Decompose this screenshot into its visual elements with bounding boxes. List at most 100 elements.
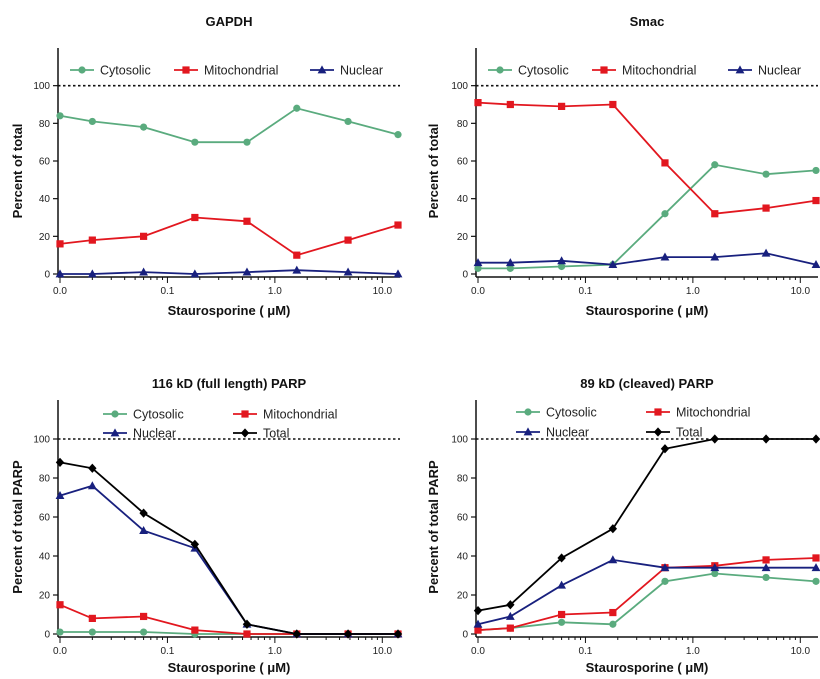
data-point-nuclear bbox=[190, 269, 200, 278]
series-line-mitochondrial bbox=[477, 101, 817, 215]
data-point-cytosolic bbox=[506, 264, 514, 272]
data-point-nuclear bbox=[557, 256, 566, 265]
data-point-cytosolic bbox=[474, 264, 482, 272]
legend-marker-mitochondrial bbox=[241, 410, 249, 418]
legend-marker-cytosolic bbox=[524, 408, 532, 416]
legend-marker-mitochondrial bbox=[182, 66, 190, 74]
data-point-mitochondrial bbox=[557, 102, 566, 110]
data-point-cytosolic bbox=[56, 112, 64, 120]
chart-title: GAPDH bbox=[206, 14, 253, 29]
legend-marker-nuclear bbox=[317, 65, 327, 74]
data-point-nuclear bbox=[87, 481, 97, 490]
data-point-mitochondrial bbox=[88, 236, 96, 244]
data-point-nuclear bbox=[139, 526, 148, 535]
legend-label-nuclear: Nuclear bbox=[133, 427, 176, 441]
data-point-mitochondrial bbox=[557, 610, 566, 619]
legend-label-mitochondrial: Mitochondrial bbox=[622, 64, 696, 78]
x-tick-label: 0.1 bbox=[160, 646, 174, 657]
x-axis-label: Staurosporine ( μM) bbox=[586, 303, 709, 318]
data-point-mitochondrial bbox=[293, 251, 301, 259]
data-point-mitochondrial bbox=[762, 204, 770, 212]
y-axis-label: Percent of total bbox=[426, 124, 441, 219]
y-tick-label: 20 bbox=[39, 232, 51, 243]
data-point-cytosolic bbox=[293, 104, 301, 112]
data-point-cytosolic bbox=[191, 138, 199, 146]
legend-marker-mitochondrial bbox=[600, 66, 608, 74]
data-point-mitochondrial bbox=[506, 624, 514, 632]
x-tick-label: 1.0 bbox=[686, 286, 700, 297]
legend-marker-total bbox=[653, 427, 663, 437]
data-point-mitochondrial bbox=[56, 240, 64, 248]
data-point-cytosolic bbox=[661, 577, 669, 585]
chart-title: 89 kD (cleaved) PARP bbox=[580, 376, 714, 391]
data-point-nuclear bbox=[139, 267, 148, 276]
x-tick-label: 0.0 bbox=[53, 646, 67, 657]
data-point-mitochondrial bbox=[474, 626, 482, 634]
x-tick-label: 10.0 bbox=[791, 286, 811, 297]
data-point-mitochondrial bbox=[88, 614, 96, 622]
data-point-mitochondrial bbox=[711, 210, 719, 218]
x-tick-label: 0.0 bbox=[53, 286, 67, 297]
data-point-cytosolic bbox=[88, 628, 96, 636]
data-point-nuclear bbox=[608, 555, 618, 564]
data-point-cytosolic bbox=[812, 577, 820, 585]
y-tick-label: 20 bbox=[457, 232, 469, 243]
data-point-nuclear bbox=[761, 563, 771, 572]
data-point-cytosolic bbox=[812, 166, 820, 175]
y-tick-label: 20 bbox=[457, 591, 469, 602]
data-point-total bbox=[557, 553, 566, 563]
y-tick-label: 80 bbox=[457, 474, 469, 485]
legend-label-cytosolic: Cytosolic bbox=[546, 406, 597, 420]
data-point-total bbox=[506, 600, 515, 610]
data-point-cytosolic bbox=[609, 620, 617, 628]
y-tick-label: 60 bbox=[39, 157, 51, 168]
data-point-total bbox=[292, 629, 301, 639]
data-point-nuclear bbox=[660, 563, 670, 572]
y-tick-label: 0 bbox=[44, 270, 50, 281]
x-tick-label: 0.0 bbox=[471, 286, 485, 297]
data-point-nuclear bbox=[343, 267, 353, 276]
data-point-mitochondrial bbox=[243, 217, 251, 225]
legend-marker-nuclear bbox=[523, 427, 533, 436]
data-point-mitochondrial bbox=[506, 100, 514, 109]
data-point-total bbox=[473, 606, 483, 616]
legend-label-nuclear: Nuclear bbox=[340, 64, 383, 78]
y-axis-label: Percent of total bbox=[10, 124, 25, 219]
panel-1: GAPDH 0 20 40 60 80 100 0.0 0.1 1.0 10.0 Staurospor… bbox=[10, 14, 403, 318]
x-tick-label: 0.1 bbox=[160, 286, 174, 297]
y-tick-label: 40 bbox=[457, 194, 469, 205]
data-point-nuclear bbox=[473, 619, 483, 628]
y-axis-label: Percent of total PARP bbox=[10, 460, 25, 594]
x-tick-label: 0.1 bbox=[578, 286, 592, 297]
data-point-nuclear bbox=[393, 269, 403, 278]
x-tick-label: 10.0 bbox=[373, 286, 393, 297]
legend-marker-nuclear bbox=[735, 65, 745, 74]
data-point-nuclear bbox=[811, 259, 820, 268]
data-point-total bbox=[660, 444, 670, 454]
x-tick-label: 1.0 bbox=[686, 646, 700, 657]
legend-marker-cytosolic bbox=[78, 66, 86, 74]
y-tick-label: 40 bbox=[457, 552, 469, 563]
data-point-mitochondrial bbox=[661, 159, 669, 167]
data-point-total bbox=[343, 629, 353, 639]
data-point-nuclear bbox=[242, 267, 252, 276]
legend-label-cytosolic: Cytosolic bbox=[518, 64, 569, 78]
data-point-cytosolic bbox=[139, 123, 148, 131]
series-line-cytosolic bbox=[477, 572, 817, 631]
data-point-nuclear bbox=[660, 252, 670, 261]
data-point-total bbox=[811, 434, 820, 444]
y-tick-label: 100 bbox=[451, 81, 468, 92]
data-point-mitochondrial bbox=[344, 236, 352, 244]
x-axis-label: Staurosporine ( μM) bbox=[168, 660, 291, 675]
x-tick-label: 1.0 bbox=[268, 646, 282, 657]
y-tick-label: 0 bbox=[462, 630, 468, 641]
data-point-mitochondrial bbox=[812, 554, 820, 562]
data-point-mitochondrial bbox=[762, 556, 770, 564]
data-point-nuclear bbox=[811, 563, 820, 572]
series-line-cytosolic bbox=[59, 107, 399, 144]
x-axis-label: Staurosporine ( μM) bbox=[168, 303, 291, 318]
legend-marker-mitochondrial bbox=[654, 408, 662, 416]
legend-label-mitochondrial: Mitochondrial bbox=[204, 64, 278, 78]
y-tick-label: 80 bbox=[39, 119, 51, 130]
data-point-mitochondrial bbox=[191, 213, 199, 222]
